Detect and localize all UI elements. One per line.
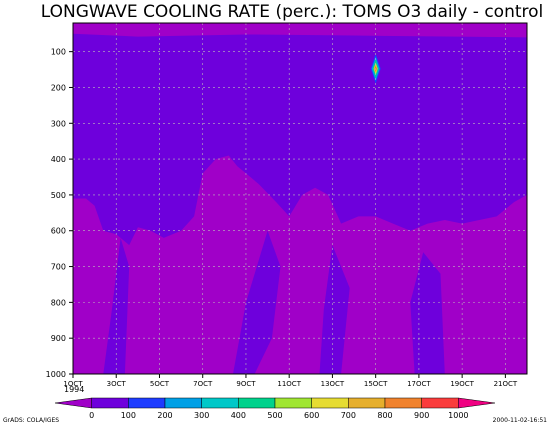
colorbar-end-right <box>458 397 496 409</box>
colorbar-swatch-3 <box>164 397 202 409</box>
x-tick-label-0: 1OCT <box>63 380 83 388</box>
colorbar-swatch-7 <box>311 397 349 409</box>
chart-title: LONGWAVE COOLING RATE (perc.): TOMS O3 d… <box>41 2 544 22</box>
x-tick-label-5: 11OCT <box>277 380 301 388</box>
colorbar-label-3: 300 <box>194 411 209 420</box>
colorbar-label-8: 800 <box>377 411 392 420</box>
colorbar-label-9: 900 <box>414 411 429 420</box>
colorbar-swatch-6 <box>274 397 312 409</box>
x-tick-label-6: 13OCT <box>321 380 345 388</box>
y-tick-label-6: 700 <box>51 263 66 272</box>
colorbar-label-4: 400 <box>231 411 246 420</box>
y-tick-label-7: 800 <box>51 298 66 307</box>
y-axis: 100 200 300 400 500 600 700 800 900 1000 <box>46 48 73 379</box>
footer-left-label: GrADS: COLA/IGES <box>3 417 59 424</box>
colorbar-swatch-8 <box>348 397 386 409</box>
x-tick-label-4: 9OCT <box>236 380 256 388</box>
x-tick-label-8: 17OCT <box>407 380 431 388</box>
colorbar-swatch-4 <box>201 397 239 409</box>
y-tick-label-4: 500 <box>51 191 66 200</box>
colorbar-label-5: 500 <box>267 411 282 420</box>
x-axis: 1OCT 3OCT 5OCT 7OCT 9OCT 11OCT 13OCT 15OCT 17OCT… <box>63 374 518 388</box>
x-tick-label-10: 21OCT <box>494 380 518 388</box>
colorbar-label-10: 1000 <box>448 411 468 420</box>
y-tick-label-3: 400 <box>51 155 66 164</box>
y-tick-label-5: 600 <box>51 227 66 236</box>
colorbar-end-left <box>54 397 92 409</box>
x-tick-label-3: 7OCT <box>193 380 213 388</box>
y-tick-label-1: 200 <box>51 83 66 92</box>
colorbar-label-6: 600 <box>304 411 319 420</box>
y-tick-label-2: 300 <box>51 119 66 128</box>
colorbar-label-2: 200 <box>157 411 172 420</box>
x-tick-label-1: 3OCT <box>107 380 127 388</box>
plot-frame <box>72 22 528 375</box>
colorbar-label-7: 700 <box>341 411 356 420</box>
colorbar-label-0: 0 <box>89 411 94 420</box>
y-tick-label-9: 1000 <box>46 370 66 379</box>
contour-region-top <box>73 23 527 38</box>
colorbar-swatch-5 <box>238 397 276 409</box>
y-tick-label-8: 900 <box>51 334 66 343</box>
colorbar-swatch-2 <box>128 397 166 409</box>
colorbar-swatch-10 <box>421 397 459 409</box>
x-tick-label-9: 19OCT <box>450 380 474 388</box>
colorbar-swatch-1 <box>91 397 129 409</box>
colorbar-swatch-9 <box>384 397 422 409</box>
colorbar-label-1: 100 <box>121 411 136 420</box>
plot-area <box>72 22 528 375</box>
contour-region-low-0 <box>103 237 130 374</box>
y-tick-label-0: 100 <box>51 48 66 57</box>
contour-region-low-2 <box>319 245 350 374</box>
footer-right-label: 2000-11-02-16:51 <box>493 417 548 424</box>
x-axis-year-label: 1994 <box>64 385 84 394</box>
colorbar: 0 100 200 300 400 500 600 700 800 900 1000 <box>54 397 496 420</box>
x-tick-label-7: 15OCT <box>364 380 388 388</box>
x-tick-label-2: 5OCT <box>150 380 170 388</box>
grid-lines <box>73 23 527 374</box>
